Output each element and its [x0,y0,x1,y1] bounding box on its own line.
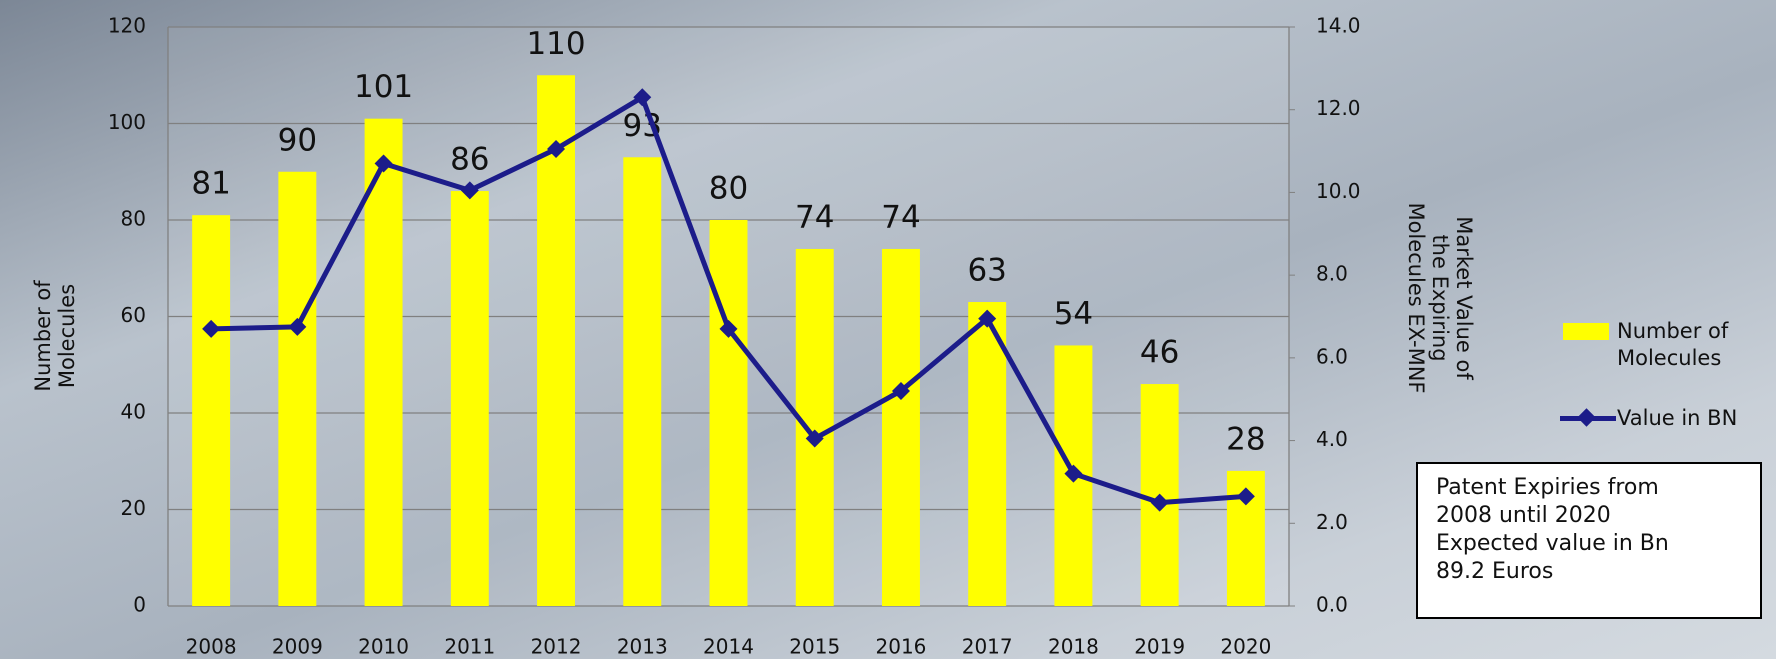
y2-tick-label: 8.0 [1316,262,1348,286]
y2-tick-label: 12.0 [1316,96,1361,120]
bar [451,191,489,606]
bar-value-label: 46 [1140,335,1179,371]
x-tick-label: 2011 [444,635,495,659]
legend-label: Value in BN [1617,405,1747,432]
bar-value-label: 86 [450,142,489,178]
y-tick-label: 80 [121,207,146,231]
annotation-line: 89.2 Euros [1436,558,1742,586]
bar-value-label: 101 [354,69,413,105]
x-tick-label: 2009 [272,635,323,659]
y-tick-label: 20 [121,496,146,520]
y2-tick-label: 4.0 [1316,427,1348,451]
y-tick-label: 60 [121,303,146,327]
bar-value-label: 80 [709,171,748,207]
annotation-line: 2008 until 2020 [1436,502,1742,530]
bar [192,215,230,606]
y-tick-label: 120 [108,14,146,38]
y-tick-label: 40 [121,400,146,424]
x-tick-label: 2015 [789,635,840,659]
bar [623,157,661,606]
x-tick-label: 2017 [962,635,1013,659]
x-tick-label: 2013 [617,635,668,659]
x-tick-label: 2008 [186,635,237,659]
bar-value-label: 74 [795,199,834,235]
bar-value-label: 54 [1054,296,1093,332]
bar [882,249,920,606]
legend-label: Number of Molecules [1617,318,1747,372]
bar-value-label: 110 [526,26,585,62]
y-axis-title: Number of Molecules [31,271,79,401]
x-tick-label: 2020 [1220,635,1271,659]
bar-value-label: 28 [1226,421,1265,457]
y2-tick-label: 10.0 [1316,179,1361,203]
x-tick-label: 2016 [876,635,927,659]
y-tick-label: 0 [133,593,146,617]
annotation-line: Patent Expiries from [1436,474,1742,502]
bar-value-label: 63 [967,253,1006,289]
bar-value-label: 74 [881,199,920,235]
legend-swatch [1563,323,1609,340]
bar [968,302,1006,606]
bar-value-label: 90 [278,122,317,158]
bar [278,172,316,606]
y2-tick-label: 6.0 [1316,344,1348,368]
x-tick-label: 2018 [1048,635,1099,659]
page: 0 20 40 60 80 100 120 0.0 2.0 4.0 6.0 8.0 10.0 12.0 14… [0,0,1776,659]
y-tick-label: 100 [108,110,146,134]
bar [710,220,748,606]
y2-tick-label: 14.0 [1316,14,1361,38]
y2-tick-label: 2.0 [1316,510,1348,534]
y2-axis-title: Market Value of the Expiring Molecules E… [1404,198,1476,398]
y2-tick-label: 0.0 [1316,593,1348,617]
x-tick-label: 2012 [531,635,582,659]
x-tick-label: 2014 [703,635,754,659]
x-tick-label: 2019 [1134,635,1185,659]
bar [796,249,834,606]
annotation-line: Expected value in Bn [1436,530,1742,558]
x-tick-label: 2010 [358,635,409,659]
bar-value-label: 81 [191,166,230,202]
